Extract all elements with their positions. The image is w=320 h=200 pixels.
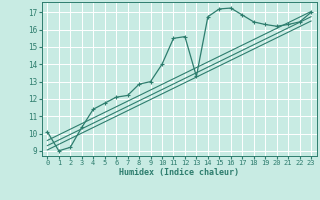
X-axis label: Humidex (Indice chaleur): Humidex (Indice chaleur)	[119, 168, 239, 177]
